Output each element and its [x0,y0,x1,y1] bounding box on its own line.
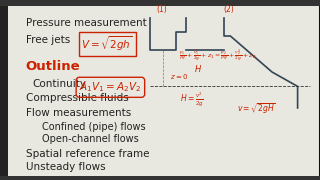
Text: (1): (1) [156,5,167,14]
Text: Open-channel flows: Open-channel flows [42,134,138,145]
Text: Pressure measurement: Pressure measurement [26,18,146,28]
Text: $\frac{p_1}{\rho g} + \frac{v_1^2}{2g} + z_1 = \frac{p_2}{\rho g} + \frac{v_2^2}: $\frac{p_1}{\rho g} + \frac{v_1^2}{2g} +… [179,47,256,64]
Text: Unsteady flows: Unsteady flows [26,162,105,172]
Text: $H = \frac{v^2}{2g}$: $H = \frac{v^2}{2g}$ [180,90,204,108]
Text: $A_1V_1 = A_2V_2$: $A_1V_1 = A_2V_2$ [79,80,141,94]
Text: $H$: $H$ [194,63,203,74]
Text: Confined (pipe) flows: Confined (pipe) flows [42,122,145,132]
FancyBboxPatch shape [0,6,8,176]
Text: Outline: Outline [26,60,80,73]
Text: Compressible fluids: Compressible fluids [26,93,128,103]
FancyBboxPatch shape [134,7,312,175]
Text: Spatial reference frame: Spatial reference frame [26,149,149,159]
Text: Free jets: Free jets [26,35,70,45]
FancyBboxPatch shape [8,6,318,176]
Text: $v = \sqrt{2g H}$: $v = \sqrt{2g H}$ [236,101,276,116]
Text: $V = \sqrt{2gh}$: $V = \sqrt{2gh}$ [81,35,133,53]
FancyBboxPatch shape [0,176,320,180]
Text: Continuity: Continuity [32,79,86,89]
Text: (2): (2) [223,5,234,14]
Text: $z=0$: $z=0$ [170,72,188,81]
Text: Flow measurements: Flow measurements [26,107,131,118]
FancyBboxPatch shape [0,0,320,6]
